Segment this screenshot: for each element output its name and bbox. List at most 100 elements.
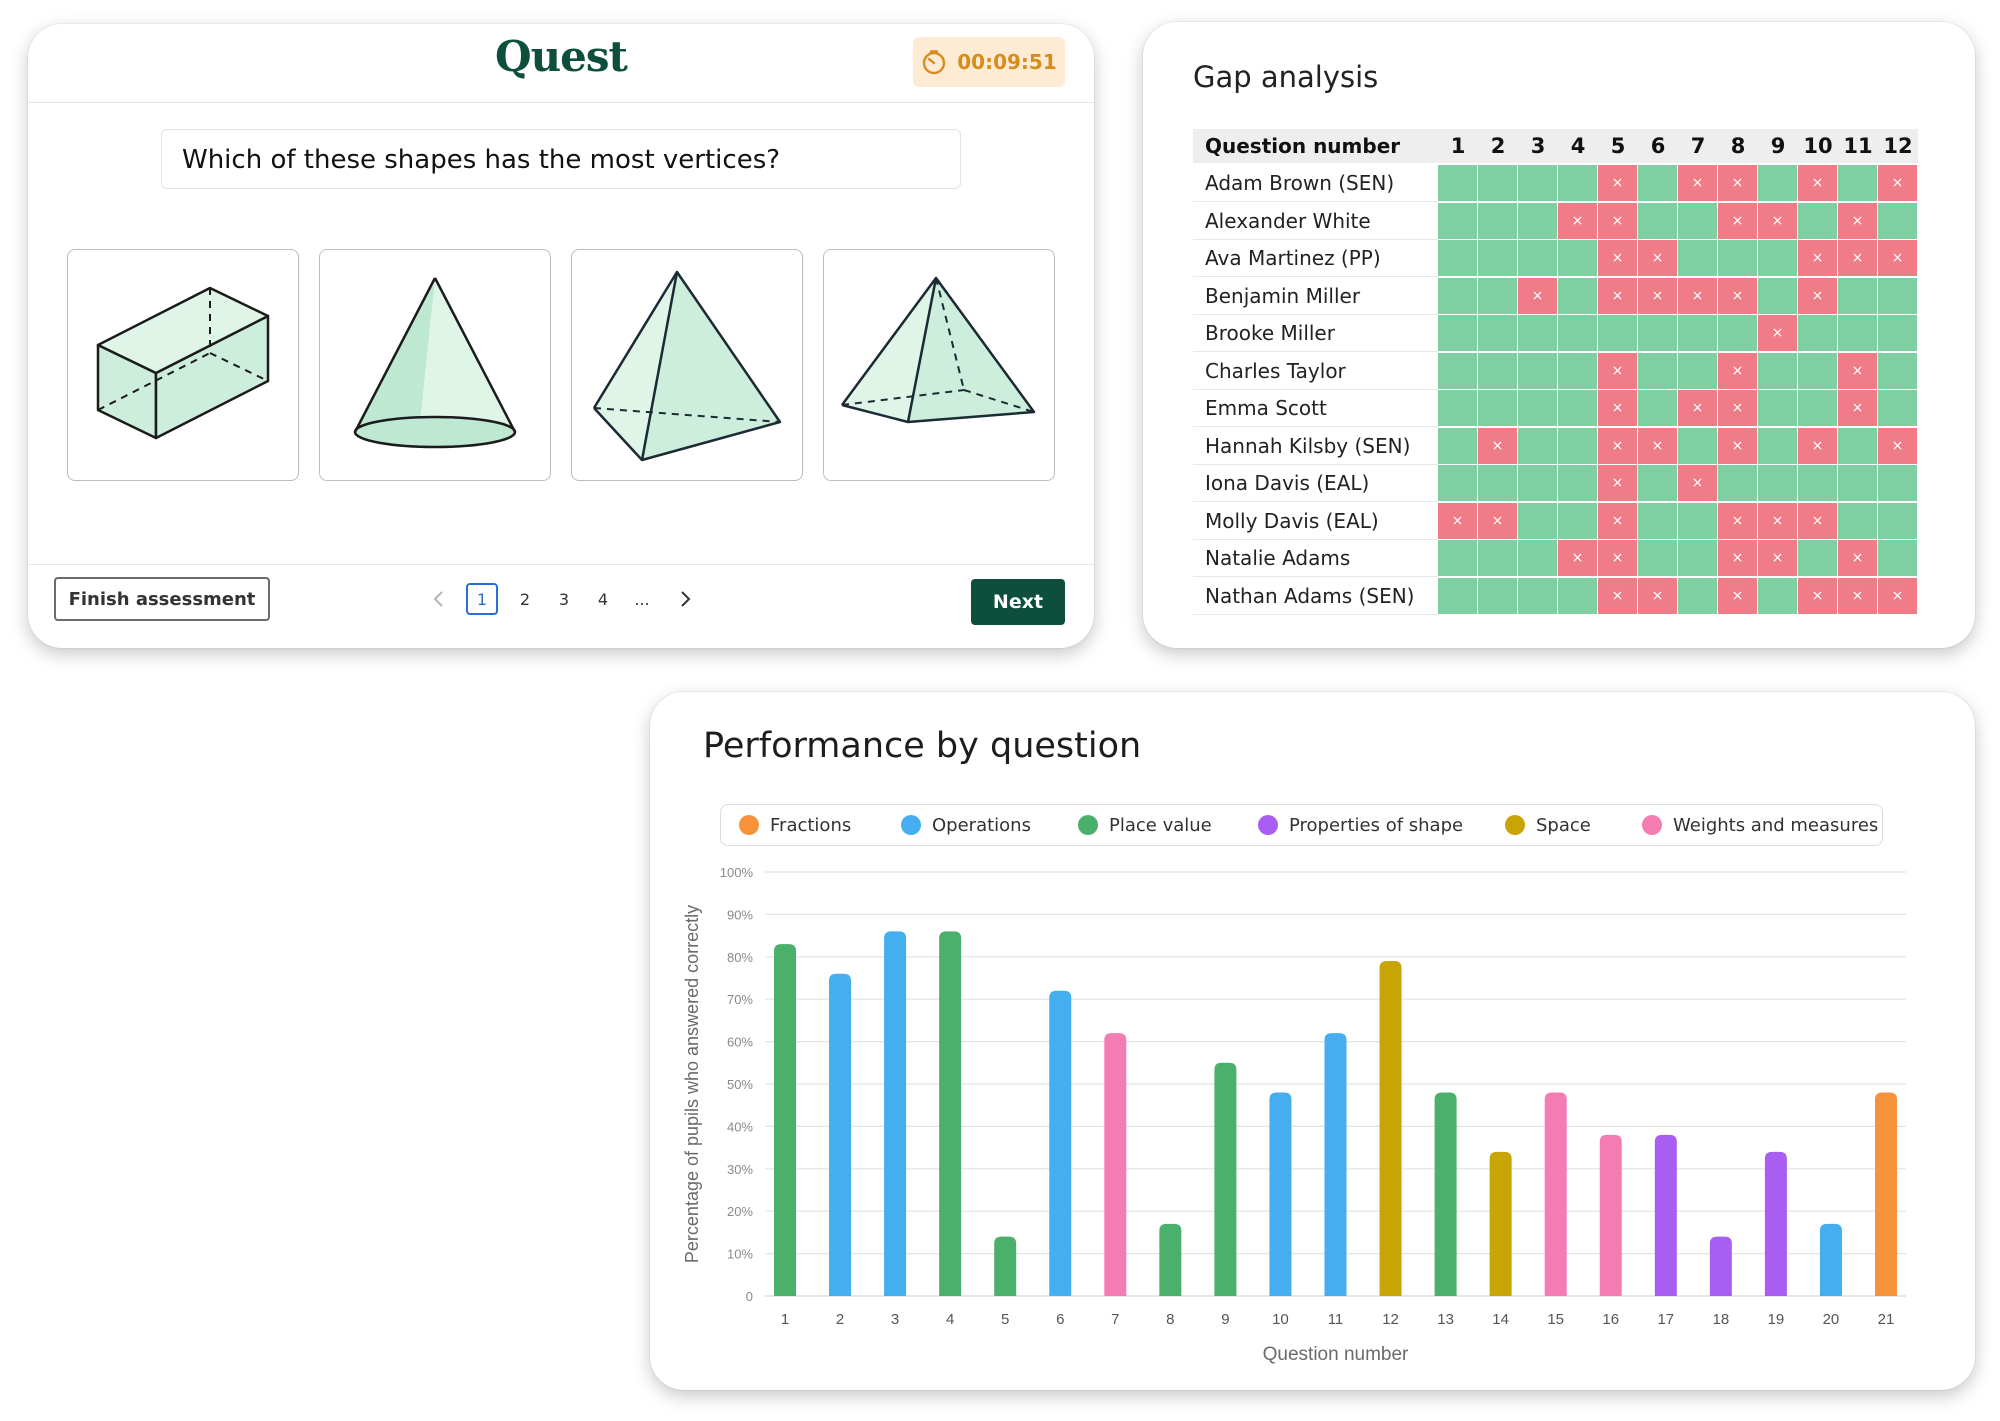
answer-option-cuboid[interactable] xyxy=(67,249,299,481)
y-tick-label: 10% xyxy=(727,1247,753,1262)
gap-cell-incorrect: × xyxy=(1838,202,1877,239)
quest-header: Quest 00:09:51 xyxy=(28,24,1094,103)
chart-bar xyxy=(994,1236,1017,1296)
gap-cell-incorrect: × xyxy=(1598,577,1637,614)
gap-cell-correct xyxy=(1758,465,1797,501)
chart-bar xyxy=(1544,1092,1567,1296)
performance-title: Performance by question xyxy=(703,726,1142,766)
legend-swatch xyxy=(1642,815,1662,835)
next-button[interactable]: Next xyxy=(971,579,1065,625)
gap-cell-incorrect: × xyxy=(1598,165,1637,201)
x-tick-label: 7 xyxy=(1111,1311,1119,1328)
gap-cell-correct xyxy=(1758,165,1797,201)
gap-analysis-title: Gap analysis xyxy=(1193,60,1379,94)
gap-cell-correct xyxy=(1678,352,1717,389)
gap-cell-incorrect: × xyxy=(1638,240,1677,276)
gap-cell-correct xyxy=(1478,240,1517,276)
gap-question-header: 6 xyxy=(1650,134,1666,158)
legend-item: Weights and measures xyxy=(1642,805,1878,845)
gap-question-header: 4 xyxy=(1570,134,1586,158)
gap-cell-correct xyxy=(1878,352,1917,389)
gap-cell-correct xyxy=(1878,277,1917,314)
performance-panel: Performance by question Fractions Operati… xyxy=(650,692,1975,1390)
gap-cell-correct xyxy=(1878,465,1917,501)
gap-pupil-name: Brooke Miller xyxy=(1193,315,1438,352)
next-page-icon[interactable] xyxy=(671,577,701,621)
gap-cell-correct xyxy=(1838,165,1877,201)
legend-item: Place value xyxy=(1078,805,1212,845)
gap-cell-incorrect: × xyxy=(1678,390,1717,426)
gap-question-header: 10 xyxy=(1803,134,1833,158)
y-tick-label: 40% xyxy=(727,1119,753,1134)
x-tick-label: 13 xyxy=(1437,1311,1454,1328)
gap-cell-incorrect: × xyxy=(1598,240,1637,276)
page-3-button[interactable]: 3 xyxy=(558,589,570,609)
gap-cell-incorrect: × xyxy=(1638,277,1677,314)
gap-cell-correct xyxy=(1438,427,1477,464)
gap-cell-correct xyxy=(1558,352,1597,389)
gap-cell-correct xyxy=(1478,315,1517,351)
gap-cell-correct xyxy=(1878,202,1917,239)
gap-pupil-name: Charles Taylor xyxy=(1193,353,1438,390)
gap-cell-incorrect: × xyxy=(1718,165,1757,201)
quest-assessment-panel: Quest 00:09:51 Which of these shapes has… xyxy=(28,24,1094,648)
gap-header-label: Question number xyxy=(1205,134,1401,158)
gap-cell-incorrect: × xyxy=(1798,165,1837,201)
y-axis-label: Percentage of pupils who answered correc… xyxy=(682,905,702,1263)
gap-cell-correct xyxy=(1518,427,1557,464)
gap-pupil-name: Hannah Kilsby (SEN) xyxy=(1193,428,1438,465)
gap-cell-correct xyxy=(1758,277,1797,314)
legend-label: Fractions xyxy=(770,814,852,836)
y-tick-label: 70% xyxy=(727,992,753,1007)
gap-cell-incorrect: × xyxy=(1558,202,1597,239)
chart-bar xyxy=(1434,1092,1457,1296)
stopwatch-icon xyxy=(923,50,946,75)
previous-page-icon[interactable] xyxy=(423,577,453,621)
gap-cell-correct xyxy=(1638,540,1677,576)
page-1-button[interactable]: 1 xyxy=(466,583,498,615)
gap-cell-correct xyxy=(1478,465,1517,501)
gap-cell-incorrect: × xyxy=(1718,577,1757,614)
gap-cell-incorrect: × xyxy=(1718,202,1757,239)
gap-cell-correct xyxy=(1518,240,1557,276)
legend-swatch xyxy=(1258,815,1278,835)
page-2-button[interactable]: 2 xyxy=(519,589,531,609)
gap-cell-correct xyxy=(1838,465,1877,501)
gap-cell-incorrect: × xyxy=(1838,240,1877,276)
answer-option-pyramid[interactable] xyxy=(571,249,803,481)
chart-bar xyxy=(829,973,852,1296)
gap-cell-correct xyxy=(1558,577,1597,614)
chart-bar xyxy=(1324,1033,1347,1296)
answer-option-square-pyramid[interactable] xyxy=(823,249,1055,481)
legend-swatch xyxy=(901,815,921,835)
gap-cell-correct xyxy=(1558,502,1597,539)
chart-bar xyxy=(1819,1223,1842,1296)
gap-cell-correct xyxy=(1798,202,1837,239)
legend-swatch xyxy=(739,815,759,835)
x-tick-label: 10 xyxy=(1272,1311,1289,1328)
gap-cell-incorrect: × xyxy=(1798,577,1837,614)
gap-cell-incorrect: × xyxy=(1718,390,1757,426)
gap-cell-incorrect: × xyxy=(1798,502,1837,539)
page-4-button[interactable]: 4 xyxy=(597,589,609,609)
gap-question-header: 11 xyxy=(1843,134,1873,158)
gap-cell-incorrect: × xyxy=(1678,277,1717,314)
y-tick-label: 30% xyxy=(727,1162,753,1177)
gap-cell-incorrect: × xyxy=(1478,427,1517,464)
legend-label: Properties of shape xyxy=(1289,814,1464,836)
y-tick-label: 100% xyxy=(720,865,754,880)
gap-pupil-name: Emma Scott xyxy=(1193,390,1438,427)
finish-assessment-button[interactable]: Finish assessment xyxy=(54,577,270,621)
gap-cell-correct xyxy=(1438,540,1477,576)
answer-option-cone[interactable] xyxy=(319,249,551,481)
gap-cell-correct xyxy=(1638,502,1677,539)
x-tick-label: 16 xyxy=(1602,1311,1619,1328)
gap-cell-correct xyxy=(1478,165,1517,201)
gap-cell-correct xyxy=(1438,465,1477,501)
gap-cell-correct xyxy=(1438,352,1477,389)
gap-cell-correct xyxy=(1798,315,1837,351)
chart-bar xyxy=(1214,1062,1237,1296)
x-tick-label: 5 xyxy=(1001,1311,1009,1328)
performance-bar-chart: 010%20%30%40%50%60%70%80%90%100%1 2 3 4 5 6 7 8… xyxy=(682,865,1906,1365)
gap-cell-correct xyxy=(1758,427,1797,464)
